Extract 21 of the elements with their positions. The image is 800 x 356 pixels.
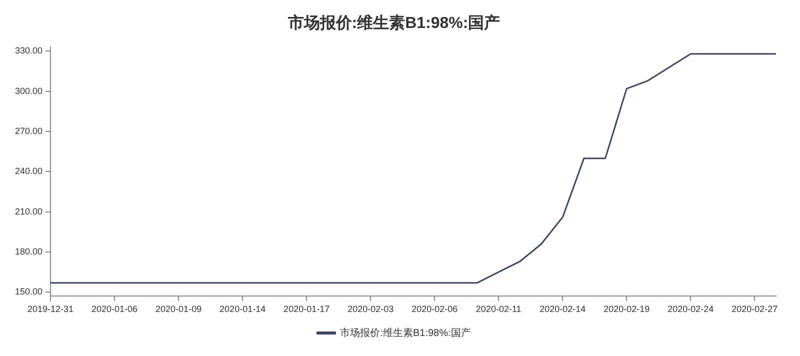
x-tick-label: 2020-01-06 bbox=[92, 304, 138, 314]
x-tick-label: 2020-02-27 bbox=[732, 304, 778, 314]
x-tick-label: 2020-01-09 bbox=[156, 304, 202, 314]
y-tick-label: 180.00 bbox=[14, 246, 43, 257]
x-tick-label: 2020-02-14 bbox=[540, 304, 586, 314]
y-tick-label: 240.00 bbox=[14, 166, 43, 176]
y-tick-label: 150.00 bbox=[14, 286, 43, 297]
y-tick-label: 330.00 bbox=[14, 46, 43, 56]
x-tick-label: 2020-02-11 bbox=[476, 304, 522, 314]
chart-title: 市场报价:维生素B1:98%:国产 bbox=[286, 14, 500, 32]
x-tick-label: 2020-01-14 bbox=[220, 304, 266, 314]
x-tick-label: 2020-02-03 bbox=[348, 304, 394, 314]
x-tick-label: 2020-02-06 bbox=[412, 304, 458, 314]
y-tick-label: 210.00 bbox=[14, 206, 43, 216]
y-tick-label: 270.00 bbox=[14, 126, 43, 136]
x-tick-label: 2020-01-17 bbox=[284, 304, 330, 314]
legend-label: 市场报价:维生素B1:98%:国产 bbox=[340, 326, 471, 339]
y-tick-label: 300.00 bbox=[14, 86, 43, 96]
x-tick-label: 2020-02-24 bbox=[668, 304, 714, 314]
x-tick-label: 2019-12-31 bbox=[28, 304, 74, 314]
x-tick-label: 2020-02-19 bbox=[604, 304, 650, 314]
